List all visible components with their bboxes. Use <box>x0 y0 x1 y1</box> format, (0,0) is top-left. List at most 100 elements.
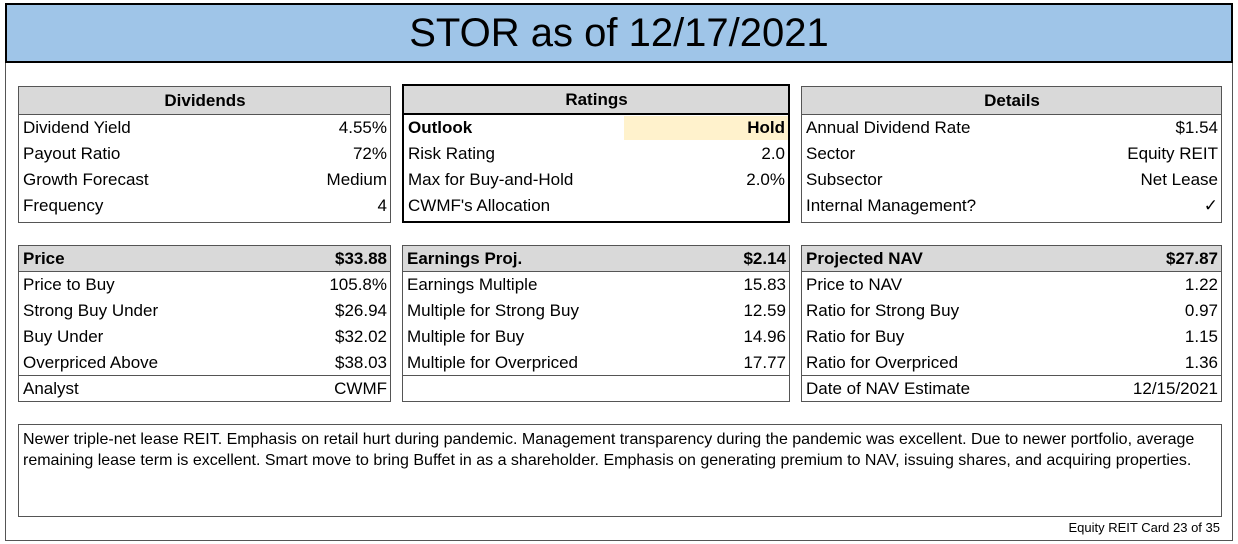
row-label: Subsector <box>806 170 883 189</box>
dividends-header-label: Dividends <box>164 90 246 110</box>
annual-dividend-row: Annual Dividend Rate $1.54 <box>802 115 1221 141</box>
outlook-row: Outlook Hold <box>404 115 788 141</box>
dividend-yield-row: Dividend Yield 4.55% <box>19 115 390 141</box>
row-label: Earnings Multiple <box>407 275 538 294</box>
dividends-header: Dividends <box>19 87 390 115</box>
card-footer: Equity REIT Card 23 of 35 <box>1068 520 1220 535</box>
nav-header-value: $27.87 <box>1166 248 1218 268</box>
row-value: 1.36 <box>1184 352 1218 372</box>
earnings-header: Earnings Proj. $2.14 <box>403 246 789 272</box>
row-label: Buy Under <box>23 327 104 346</box>
details-header: Details <box>802 87 1221 115</box>
ratings-header: Ratings <box>404 86 788 115</box>
row-label: Internal Management? <box>806 196 977 215</box>
details-panel: Details Annual Dividend Rate $1.54 Secto… <box>801 86 1222 223</box>
price-header-value: $33.88 <box>335 248 387 268</box>
price-header: Price $33.88 <box>19 246 390 272</box>
growth-forecast-row: Growth Forecast Medium <box>19 167 390 193</box>
row-value: $26.94 <box>335 301 387 320</box>
row-value: Medium <box>326 170 387 189</box>
row-value: CWMF <box>334 379 387 398</box>
row-value: 12/15/2021 <box>1132 379 1218 398</box>
analyst-notes: Newer triple-net lease REIT. Emphasis on… <box>18 424 1222 517</box>
internal-management-row: Internal Management? ✓ <box>802 193 1221 219</box>
row-value: $1.54 <box>1175 118 1218 137</box>
price-header-label: Price <box>23 248 65 268</box>
strong-buy-under-row: Strong Buy Under $26.94 <box>19 298 390 324</box>
row-value: $38.03 <box>335 352 387 372</box>
row-label: Multiple for Buy <box>407 327 525 346</box>
ratio-strong-buy-row: Ratio for Strong Buy 0.97 <box>802 298 1221 324</box>
price-panel: Price $33.88 Price to Buy 105.8% Strong … <box>18 245 391 402</box>
earnings-panel: Earnings Proj. $2.14 Earnings Multiple 1… <box>402 245 790 402</box>
nav-date-row: Date of NAV Estimate 12/15/2021 <box>802 376 1221 402</box>
row-value: $32.02 <box>335 327 387 346</box>
row-label: Ratio for Strong Buy <box>806 301 960 320</box>
multiple-strong-buy-row: Multiple for Strong Buy 12.59 <box>403 298 789 324</box>
row-value: 4 <box>377 196 387 215</box>
dividends-panel: Dividends Dividend Yield 4.55% Payout Ra… <box>18 86 391 223</box>
checkmark-icon: ✓ <box>1203 196 1218 215</box>
card-title-text: STOR as of 12/17/2021 <box>409 10 829 55</box>
row-label: Growth Forecast <box>23 170 149 189</box>
row-label: Ratio for Buy <box>806 327 905 346</box>
row-label: Frequency <box>23 196 104 215</box>
outlook-value: Hold <box>624 116 788 140</box>
row-value: Equity REIT <box>1127 144 1218 163</box>
nav-panel: Projected NAV $27.87 Price to NAV 1.22 R… <box>801 245 1222 402</box>
row-label: Max for Buy-and-Hold <box>408 170 574 189</box>
row-label: Strong Buy Under <box>23 301 159 320</box>
row-value: Net Lease <box>1140 170 1219 189</box>
row-label: Price to NAV <box>806 275 903 294</box>
ratings-header-label: Ratings <box>565 89 628 109</box>
row-label: Risk Rating <box>408 144 495 163</box>
ratio-overpriced-row: Ratio for Overpriced 1.36 <box>802 350 1221 376</box>
nav-header: Projected NAV $27.87 <box>802 246 1221 272</box>
overpriced-above-row: Overpriced Above $38.03 <box>19 350 390 376</box>
row-label: Payout Ratio <box>23 144 121 163</box>
analyst-notes-text: Newer triple-net lease REIT. Emphasis on… <box>23 431 1195 469</box>
row-value: 72% <box>352 144 387 163</box>
row-value: 15.83 <box>743 275 786 294</box>
row-value: 4.55% <box>338 118 387 137</box>
analyst-row: Analyst CWMF <box>19 376 390 402</box>
row-value: 14.96 <box>743 327 786 346</box>
earnings-multiple-row: Earnings Multiple 15.83 <box>403 272 789 298</box>
card-title: STOR as of 12/17/2021 <box>5 3 1233 63</box>
outlook-label: Outlook <box>408 118 473 137</box>
max-buy-hold-row: Max for Buy-and-Hold 2.0% <box>404 167 788 193</box>
row-value: 2.0% <box>746 170 785 189</box>
row-value: 105.8% <box>329 275 387 294</box>
price-to-nav-row: Price to NAV 1.22 <box>802 272 1221 298</box>
row-value: 12.59 <box>743 301 786 320</box>
row-label: CWMF's Allocation <box>408 196 551 215</box>
row-value: 1.15 <box>1184 327 1218 346</box>
row-value: 1.22 <box>1184 275 1218 294</box>
row-value: 2.0 <box>761 144 785 163</box>
multiple-overpriced-row: Multiple for Overpriced 17.77 <box>403 350 789 376</box>
ratio-buy-row: Ratio for Buy 1.15 <box>802 324 1221 350</box>
allocation-row: CWMF's Allocation <box>404 193 788 219</box>
row-value: 0.97 <box>1184 301 1218 320</box>
frequency-row: Frequency 4 <box>19 193 390 219</box>
sector-row: Sector Equity REIT <box>802 141 1221 167</box>
earnings-header-value: $2.14 <box>743 248 786 268</box>
row-label: Annual Dividend Rate <box>806 118 971 137</box>
row-label: Sector <box>806 144 856 163</box>
row-label: Multiple for Strong Buy <box>407 301 579 320</box>
row-label: Analyst <box>23 379 79 398</box>
buy-under-row: Buy Under $32.02 <box>19 324 390 350</box>
row-label: Price to Buy <box>23 275 115 294</box>
multiple-buy-row: Multiple for Buy 14.96 <box>403 324 789 350</box>
price-to-buy-row: Price to Buy 105.8% <box>19 272 390 298</box>
row-label: Ratio for Overpriced <box>806 352 959 372</box>
nav-header-label: Projected NAV <box>806 248 923 268</box>
earnings-header-label: Earnings Proj. <box>407 248 523 268</box>
row-value: 17.77 <box>743 352 786 372</box>
risk-rating-row: Risk Rating 2.0 <box>404 141 788 167</box>
subsector-row: Subsector Net Lease <box>802 167 1221 193</box>
details-header-label: Details <box>984 90 1040 110</box>
row-label: Date of NAV Estimate <box>806 379 971 398</box>
ratings-panel: Ratings Outlook Hold Risk Rating 2.0 Max… <box>402 84 790 223</box>
row-label: Dividend Yield <box>23 118 131 137</box>
